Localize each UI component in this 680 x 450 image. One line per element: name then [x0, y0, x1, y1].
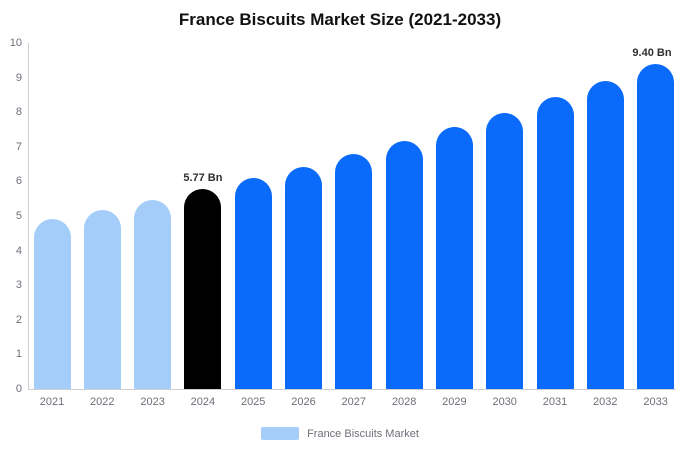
legend-item[interactable]: France Biscuits Market — [0, 427, 680, 440]
bar-2033 — [637, 63, 675, 389]
y-tick-10: 10 — [9, 37, 22, 49]
y-tick-3: 3 — [15, 279, 22, 292]
bar-2029 — [435, 127, 473, 389]
y-tick-4: 4 — [15, 244, 22, 257]
bar-2031 — [536, 97, 574, 389]
bar-2030 — [486, 112, 524, 389]
x-tick-2024: 2024 — [190, 396, 216, 408]
legend-label: France Biscuits Market — [307, 427, 419, 440]
y-tick-8: 8 — [15, 106, 22, 119]
bar-2032 — [586, 81, 624, 389]
y-tick-2: 2 — [15, 313, 22, 326]
x-tick-2025: 2025 — [240, 396, 266, 408]
x-tick-2033: 2033 — [643, 396, 668, 408]
bar-2025 — [234, 178, 272, 389]
bar-2022 — [83, 209, 121, 389]
y-tick-9: 9 — [15, 71, 22, 84]
y-tick-1: 1 — [15, 348, 22, 361]
y-axis-line — [28, 43, 29, 389]
x-tick-2027: 2027 — [341, 396, 367, 408]
bar-2024 — [184, 189, 222, 389]
bar-2028 — [385, 140, 423, 389]
legend-swatch[interactable] — [261, 427, 300, 440]
plot-area — [28, 43, 676, 390]
x-tick-2030: 2030 — [492, 396, 517, 408]
x-tick-2021: 2021 — [39, 396, 65, 408]
x-tick-2031: 2031 — [542, 396, 568, 408]
bar-2021 — [33, 219, 71, 389]
bar-2026 — [285, 166, 322, 389]
chart-title: France Biscuits Market Size (2021-2033) — [178, 10, 502, 29]
annotation-2033: 9.40 Bn — [632, 46, 672, 59]
x-tick-2023: 2023 — [140, 396, 165, 408]
bar-2023 — [134, 199, 172, 389]
x-tick-2026: 2026 — [291, 396, 316, 408]
y-tick-5: 5 — [15, 210, 22, 222]
y-tick-0: 0 — [15, 383, 22, 395]
x-tick-2029: 2029 — [442, 396, 467, 408]
y-tick-6: 6 — [15, 175, 22, 188]
x-tick-2022: 2022 — [90, 396, 115, 408]
bar-2027 — [335, 154, 373, 389]
x-tick-2028: 2028 — [391, 396, 417, 408]
y-tick-7: 7 — [15, 140, 22, 153]
x-tick-2032: 2032 — [593, 396, 618, 408]
x-axis-line — [28, 389, 676, 390]
annotation-2024: 5.77 Bn — [183, 172, 223, 185]
